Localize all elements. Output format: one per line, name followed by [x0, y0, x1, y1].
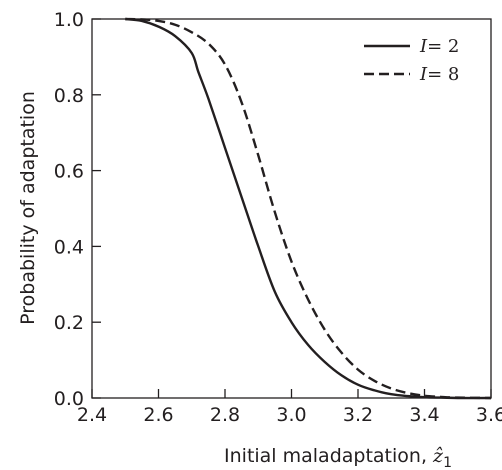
- series-line-1: [125, 17, 492, 400]
- x-tick-label: 2.4: [77, 404, 107, 426]
- y-tick-label: 0.8: [54, 85, 84, 107]
- series-lines: [125, 17, 492, 400]
- y-tick-label: 1.0: [54, 9, 84, 31]
- legend-value: = 8: [427, 64, 459, 85]
- y-tick-label: 0.4: [54, 236, 84, 258]
- x-axis-label: Initial maladaptation, ẑ1: [224, 445, 452, 470]
- x-axis-label-subscript: 1: [443, 455, 452, 470]
- y-axis-label: Probability of adaptation: [17, 91, 39, 325]
- x-tick-label: 2.6: [143, 404, 173, 426]
- y-tick-label: 0.6: [54, 161, 84, 183]
- x-tick-label: 3.6: [476, 404, 502, 426]
- series-line-2: [125, 17, 492, 400]
- legend-label-1: I= 2: [419, 36, 459, 57]
- x-axis-label-text: Initial maladaptation,: [224, 445, 433, 467]
- x-axis-label-symbol: ẑ: [432, 445, 444, 467]
- legend-variable: I: [419, 36, 428, 57]
- x-tick-label: 3.4: [409, 404, 439, 426]
- y-tick-label: 0.0: [54, 388, 84, 410]
- y-tick-label: 0.2: [54, 312, 84, 334]
- legend: I= 2I= 8: [364, 36, 459, 85]
- axis-ticks: [91, 18, 492, 399]
- legend-value: = 2: [427, 36, 459, 57]
- axis-tick-labels: 2.4 2.6 2.8 3.0 3.2 3.4 3.6 0.0 0.2 0.4 0.6 0.8 1.0: [54, 9, 502, 426]
- x-tick-label: 3.0: [276, 404, 306, 426]
- legend-label-2: I= 8: [419, 64, 459, 85]
- x-tick-label: 3.2: [343, 404, 373, 426]
- legend-variable: I: [419, 64, 428, 85]
- x-tick-label: 2.8: [210, 404, 240, 426]
